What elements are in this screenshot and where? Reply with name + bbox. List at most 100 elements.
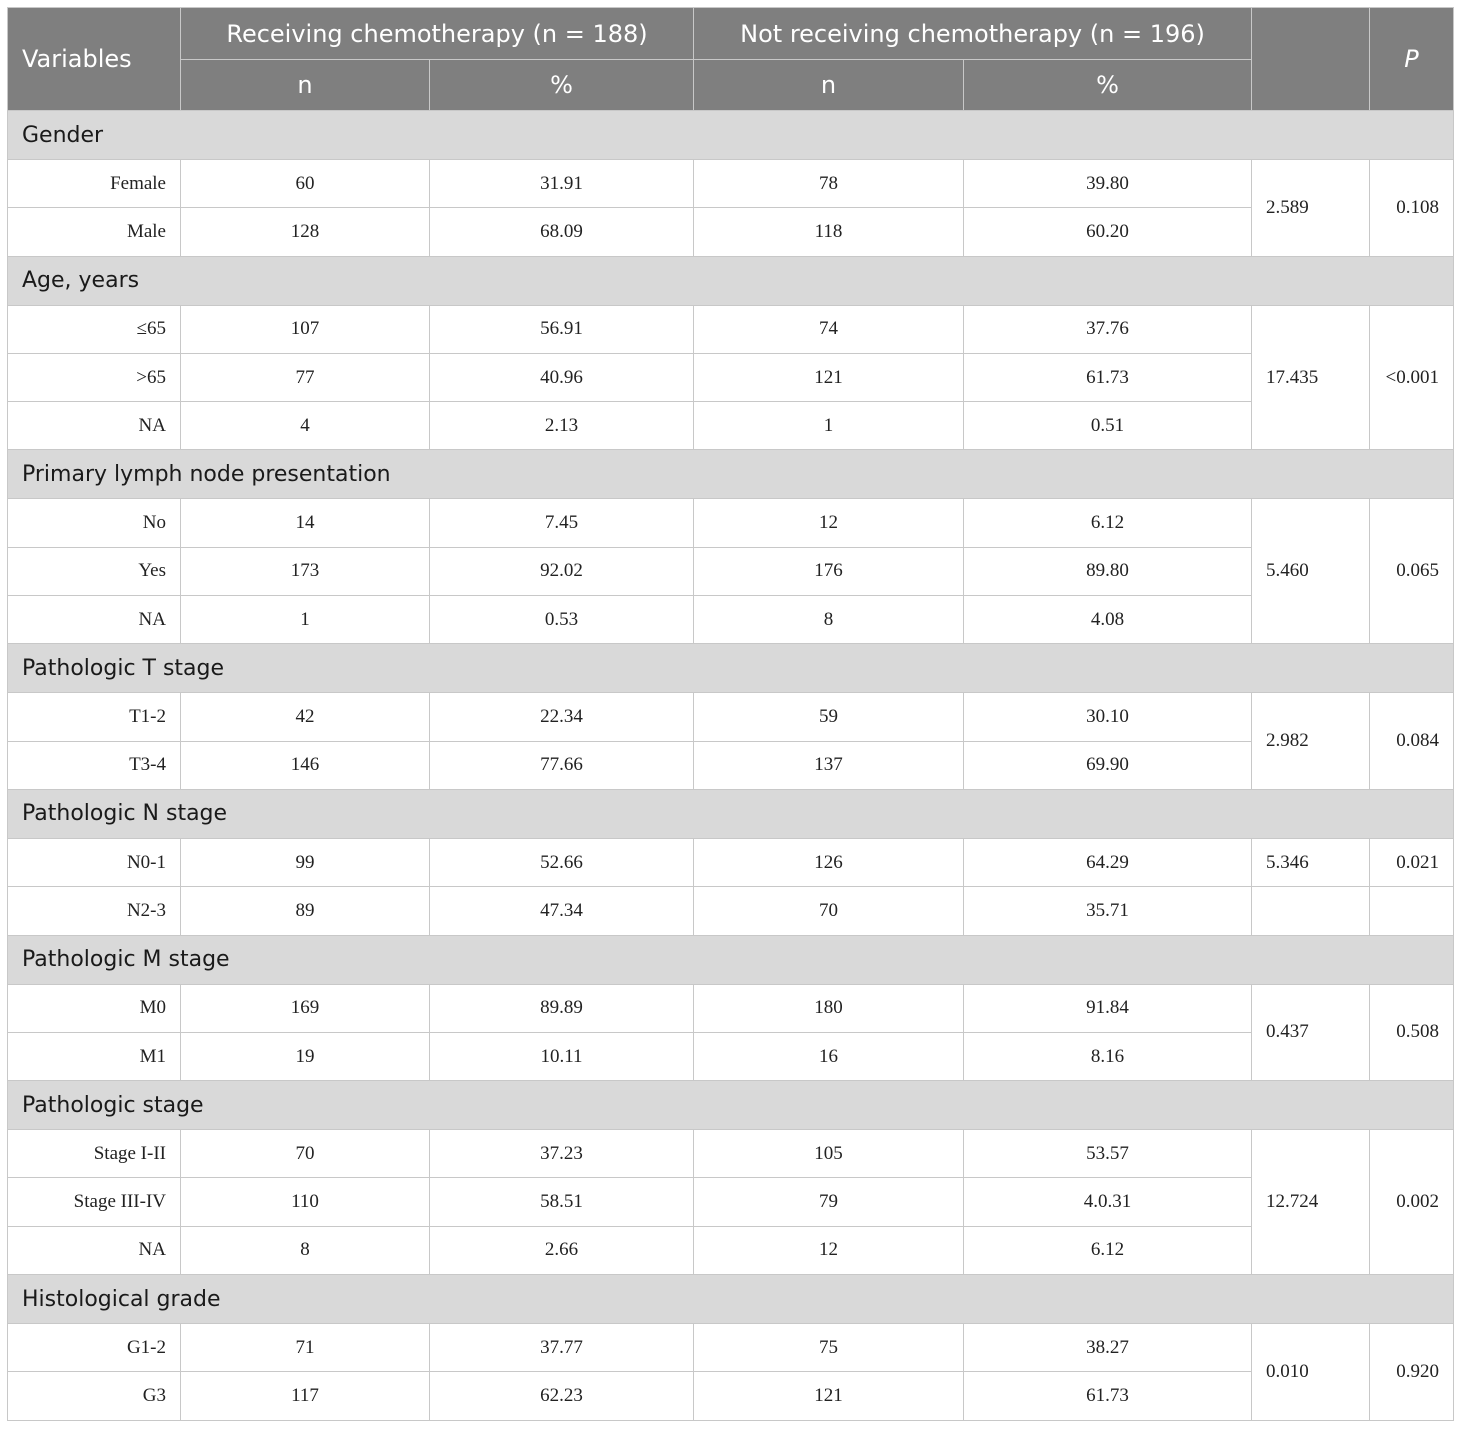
table-row: G1-2 71 37.77 75 38.27 0.010 0.920 [7,1323,1455,1421]
cell-pct-not-receiving: 38.27 [962,1323,1253,1373]
cell-pct-receiving: 52.66 [429,837,694,888]
cell-n-not-receiving: 12 [693,1225,964,1276]
cell-n-not-receiving: 137 [693,740,964,790]
cell-n-not-receiving: 176 [693,546,964,597]
table-row: N2-3 89 47.34 70 35.71 [7,886,1455,936]
cell-n-receiving: 110 [180,1177,430,1227]
section-title: Pathologic T stage [6,643,1455,694]
row-label: NA [7,1225,181,1276]
row-label: G1-2 [7,1323,181,1373]
table-row: >65 77 40.96 121 61.73 [7,352,1454,403]
cell-pct-not-receiving: 60.20 [962,207,1253,257]
table-row: NA 8 2.66 12 6.12 [7,1225,1454,1276]
cell-p-value: <0.001 [1369,304,1455,451]
table-row: Yes 173 92.02 176 89.80 [7,546,1454,597]
cell-pct-receiving: 77.66 [429,740,694,790]
cell-pct-receiving: 0.53 [429,595,694,645]
cell-pct-not-receiving: 61.73 [962,1371,1253,1421]
cell-pct-not-receiving: 8.16 [962,1031,1253,1082]
cell-pct-not-receiving: 37.76 [962,304,1253,354]
cell-n-not-receiving: 8 [693,595,964,645]
row-label: Female [7,158,181,209]
section-row: Pathologic M stage [6,934,1455,985]
chemotherapy-table: Variables Receiving chemotherapy (n = 18… [6,7,1455,1421]
cell-statistic: 5.460 [1251,498,1371,645]
table-row: M0 169 89.89 180 91.84 0.437 0.508 [7,983,1455,1082]
cell-n-receiving: 4 [180,401,430,451]
cell-n-receiving: 8 [180,1225,430,1276]
cell-n-receiving: 71 [180,1323,430,1373]
row-label: T1-2 [7,692,181,742]
cell-n-receiving: 117 [180,1371,430,1421]
cell-n-receiving: 60 [180,158,430,209]
table-row: No 14 7.45 12 6.12 5.460 0.065 [7,498,1455,645]
cell-n-not-receiving: 75 [693,1323,964,1373]
section-title: Pathologic M stage [6,934,1455,985]
cell-n-receiving: 42 [180,692,430,742]
cell-n-not-receiving: 16 [693,1031,964,1082]
cell-pct-not-receiving: 6.12 [962,498,1253,548]
row-label: Stage III-IV [7,1177,181,1227]
section-title: Gender [6,110,1455,160]
cell-n-receiving: 1 [180,595,430,645]
row-label: NA [7,595,181,645]
table-row: Female 60 31.91 78 39.80 2.589 0.108 [7,158,1455,257]
cell-pct-not-receiving: 64.29 [962,837,1253,888]
cell-statistic: 17.435 [1251,304,1371,451]
row-label: N2-3 [7,886,181,936]
cell-pct-receiving: 89.89 [429,983,694,1033]
cell-pct-receiving: 68.09 [429,207,694,257]
cell-pct-not-receiving: 91.84 [962,983,1253,1033]
cell-pct-receiving: 7.45 [429,498,694,548]
row-label: No [7,498,181,548]
row-label: T3-4 [7,740,181,790]
cell-pct-receiving: 37.23 [429,1129,694,1179]
table-row: Stage III-IV 110 58.51 79 4.0.31 [7,1177,1454,1227]
cell-n-not-receiving: 105 [693,1129,964,1179]
table-row: N0-1 99 52.66 126 64.29 5.346 0.021 [7,837,1455,888]
cell-statistic: 12.724 [1251,1129,1371,1276]
section-row: Primary lymph node presentation [6,449,1455,500]
row-label: G3 [7,1371,181,1421]
table-row: M1 19 10.11 16 8.16 [7,1031,1454,1082]
group2-header: Not receiving chemotherapy (n = 196) [692,7,1253,60]
cell-n-not-receiving: 79 [693,1177,964,1227]
cell-pct-receiving: 58.51 [429,1177,694,1227]
cell-pct-receiving: 31.91 [429,158,694,209]
row-label: Stage I-II [7,1129,181,1179]
cell-pct-not-receiving: 4.08 [962,595,1253,645]
row-label: NA [7,401,181,451]
cell-statistic: 2.982 [1251,692,1371,790]
cell-pct-not-receiving: 89.80 [962,546,1253,597]
section-row: Pathologic N stage [6,788,1455,839]
table-row: NA 4 2.13 1 0.51 [7,401,1454,451]
table-row: Male 128 68.09 118 60.20 [7,207,1454,257]
cell-n-receiving: 169 [180,983,430,1033]
p-header: P [1369,7,1455,111]
group1-header: Receiving chemotherapy (n = 188) [180,7,694,60]
row-label: >65 [7,352,181,403]
row-label: ≤65 [7,304,181,354]
section-title: Pathologic stage [6,1080,1455,1131]
cell-n-not-receiving: 1 [693,401,964,451]
cell-n-receiving: 19 [180,1031,430,1082]
cell-p-value: 0.108 [1369,159,1455,257]
cell-n-receiving: 107 [180,304,430,354]
cell-pct-receiving: 22.34 [429,692,694,742]
section-title: Pathologic N stage [6,788,1455,839]
cell-n-receiving: 128 [180,207,430,257]
group1-pct-header: % [429,59,694,111]
section-title: Histological grade [6,1274,1455,1325]
cell-n-not-receiving: 121 [693,352,964,403]
cell-n-not-receiving: 74 [693,304,964,354]
table-row: ≤65 107 56.91 74 37.76 17.435 <0.001 [7,304,1455,451]
table-row: G3 117 62.23 121 61.73 [7,1371,1454,1421]
table-row: Stage I-II 70 37.23 105 53.57 12.724 0.002 [7,1129,1455,1276]
cell-n-not-receiving: 126 [693,837,964,888]
section-title: Primary lymph node presentation [6,449,1455,500]
cell-n-not-receiving: 121 [693,1371,964,1421]
cell-p-value: 0.508 [1369,983,1455,1082]
table-header: Variables Receiving chemotherapy (n = 18… [7,7,1455,111]
table-row: T1-2 42 22.34 59 30.10 2.982 0.084 [7,692,1455,790]
cell-pct-not-receiving: 69.90 [962,740,1253,790]
